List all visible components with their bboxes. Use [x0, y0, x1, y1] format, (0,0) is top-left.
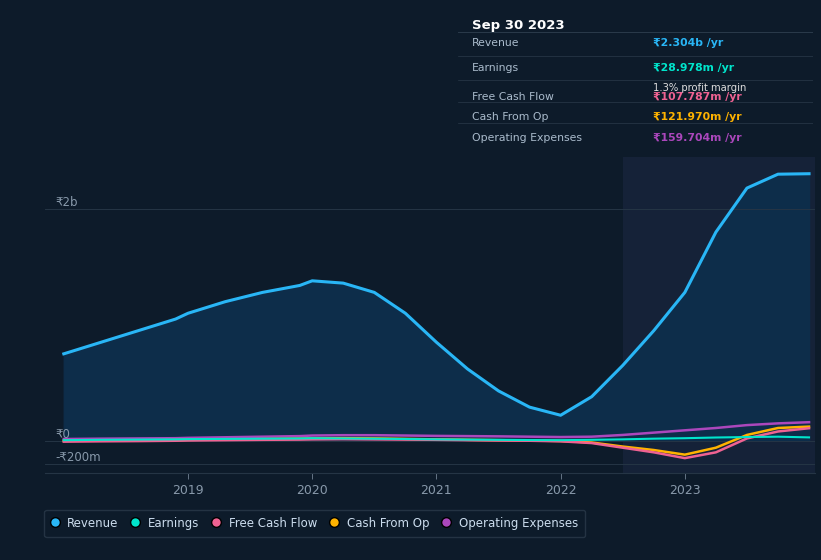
Text: ₹2b: ₹2b — [55, 196, 78, 209]
Text: -₹200m: -₹200m — [55, 451, 101, 464]
Text: Earnings: Earnings — [472, 63, 520, 73]
Text: ₹28.978m /yr: ₹28.978m /yr — [654, 63, 734, 73]
Bar — [622, 157, 815, 473]
Text: Cash From Op: Cash From Op — [472, 112, 548, 122]
Text: Revenue: Revenue — [472, 38, 520, 48]
Text: Free Cash Flow: Free Cash Flow — [472, 91, 554, 101]
Text: ₹0: ₹0 — [55, 428, 70, 441]
Text: Operating Expenses: Operating Expenses — [472, 133, 582, 143]
Text: ₹121.970m /yr: ₹121.970m /yr — [654, 112, 742, 122]
Text: ₹2.304b /yr: ₹2.304b /yr — [654, 38, 723, 48]
Text: ₹107.787m /yr: ₹107.787m /yr — [654, 91, 742, 101]
Text: ₹159.704m /yr: ₹159.704m /yr — [654, 133, 742, 143]
Legend: Revenue, Earnings, Free Cash Flow, Cash From Op, Operating Expenses: Revenue, Earnings, Free Cash Flow, Cash … — [44, 510, 585, 537]
Text: 1.3% profit margin: 1.3% profit margin — [654, 83, 746, 92]
Text: Sep 30 2023: Sep 30 2023 — [472, 19, 565, 32]
